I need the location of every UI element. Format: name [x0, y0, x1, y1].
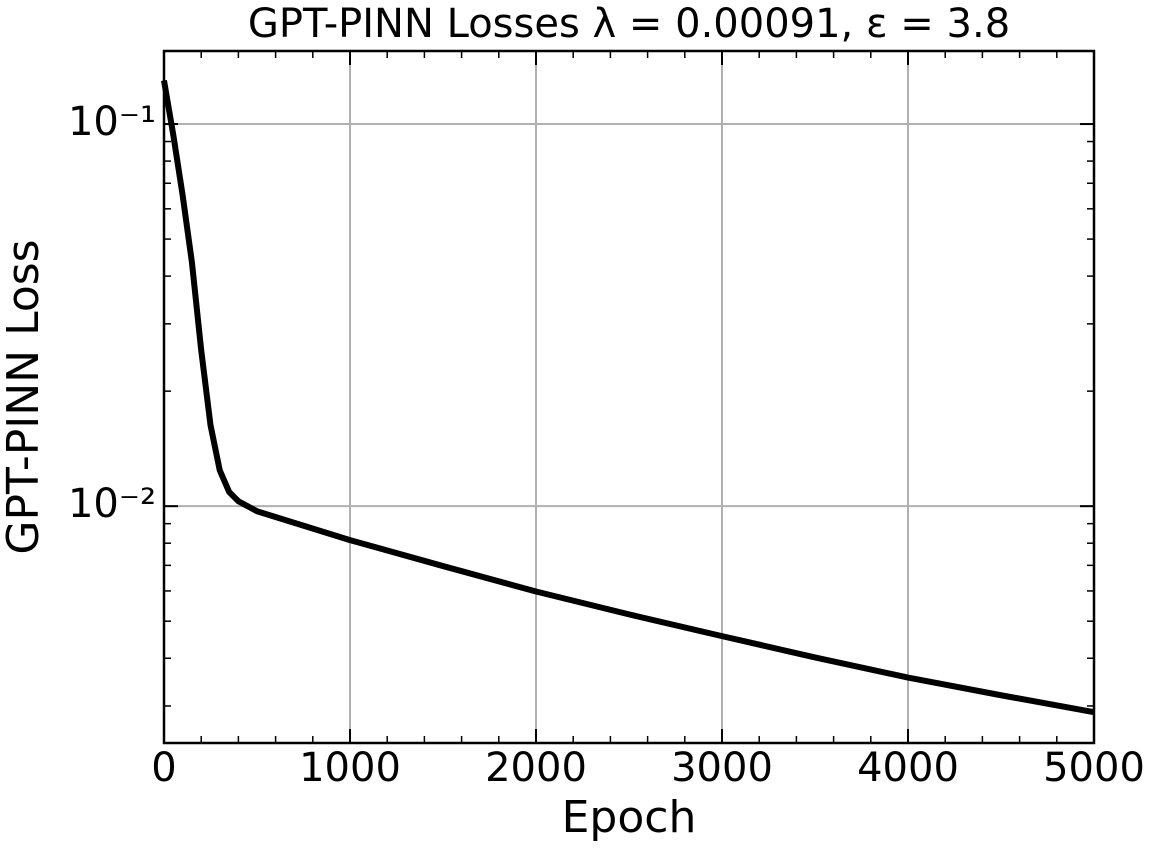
x-tick-label: 0	[151, 745, 176, 791]
y-axis-label: GPT-PINN Loss	[0, 239, 49, 554]
loss-line	[161, 80, 1095, 716]
y-tick-label: 10⁻²	[68, 481, 156, 527]
x-tick-label: 4000	[857, 745, 959, 791]
x-axis-label: Epoch	[562, 792, 697, 843]
chart-title: GPT-PINN Losses λ = 0.00091, ε = 3.8	[248, 1, 1010, 47]
x-tick-label: 5000	[1043, 745, 1145, 791]
plot-frame	[162, 49, 1096, 745]
x-tick-label: 3000	[671, 745, 773, 791]
y-tick-label: 10⁻¹	[68, 99, 156, 145]
x-tick-label: 1000	[299, 745, 401, 791]
x-tick-label: 2000	[485, 745, 587, 791]
